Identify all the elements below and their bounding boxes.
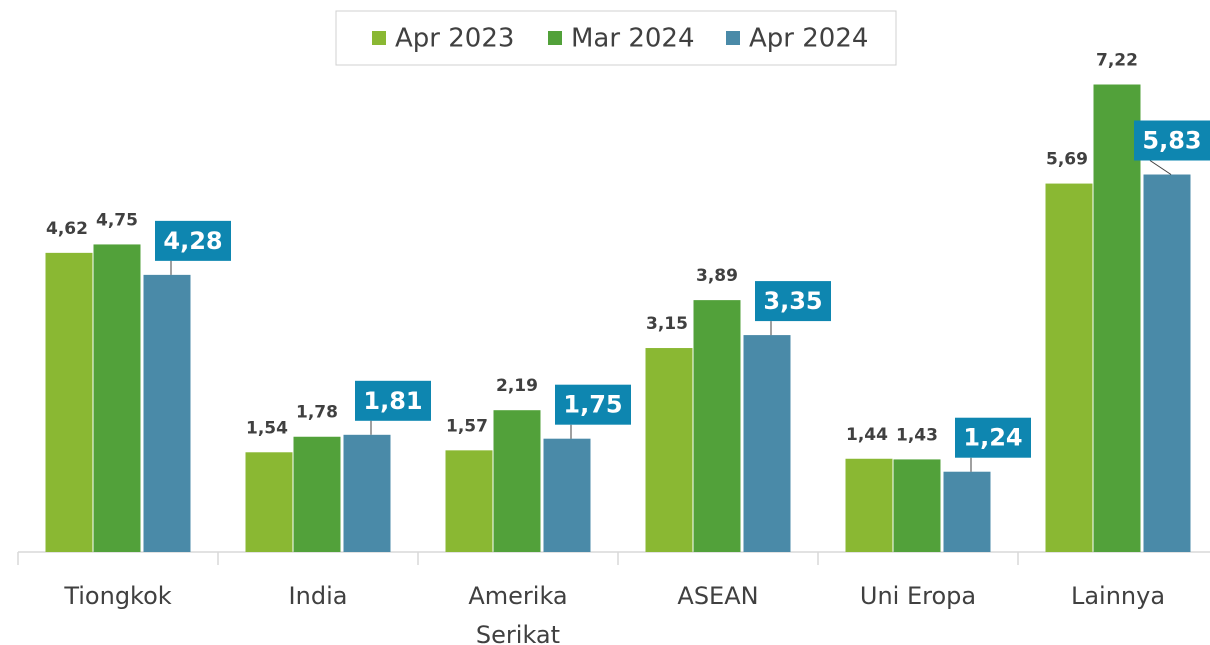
- data-label: 1,54: [246, 418, 288, 438]
- data-label: 1,75: [563, 391, 622, 419]
- legend-swatch: [372, 31, 386, 45]
- data-label: 4,62: [46, 219, 88, 239]
- leader-line: [1149, 160, 1172, 175]
- bar: [445, 450, 493, 552]
- data-label: 1,78: [296, 403, 338, 423]
- data-label-box: [755, 281, 831, 322]
- x-tick-label: ASEAN: [677, 582, 758, 610]
- bar: [743, 335, 791, 552]
- data-label-box: [155, 220, 231, 261]
- bar: [293, 436, 341, 552]
- data-label-box: [555, 384, 631, 425]
- data-label: 5,83: [1142, 127, 1201, 155]
- legend-swatch: [726, 31, 740, 45]
- bar: [93, 244, 141, 552]
- legend-label: Apr 2023: [395, 24, 514, 54]
- x-tick-label: Amerika Serikat: [468, 582, 567, 645]
- data-label: 1,57: [446, 416, 488, 436]
- bar: [943, 471, 991, 552]
- data-label: 3,89: [696, 266, 738, 286]
- bar: [645, 348, 693, 552]
- legend-swatch: [548, 31, 562, 45]
- data-label: 1,81: [363, 387, 422, 415]
- bar: [845, 458, 893, 552]
- bar: [493, 410, 541, 552]
- data-label-box: [355, 380, 431, 421]
- bar: [45, 252, 93, 553]
- data-label: 1,43: [896, 425, 938, 445]
- x-tick-label: Lainnya: [1071, 582, 1165, 610]
- x-tick-label: India: [289, 582, 348, 610]
- data-label: 4,75: [96, 210, 138, 230]
- data-label: 5,69: [1046, 150, 1088, 170]
- data-label: 1,24: [963, 424, 1022, 452]
- data-label: 1,44: [846, 425, 888, 445]
- bar: [245, 452, 293, 552]
- bar: [343, 434, 391, 552]
- data-label: 4,28: [163, 227, 222, 255]
- data-label-box: [955, 417, 1031, 458]
- bar: [1143, 174, 1191, 552]
- data-label: 3,15: [646, 314, 688, 334]
- legend-label: Mar 2024: [571, 24, 695, 54]
- bar: [693, 300, 741, 552]
- legend-label: Apr 2024: [749, 24, 868, 54]
- data-label: 3,35: [763, 287, 822, 315]
- bar: [1093, 84, 1141, 552]
- bar: [543, 438, 591, 552]
- bar: [143, 274, 191, 552]
- data-label: 7,22: [1096, 51, 1138, 71]
- legend-box: [335, 10, 897, 66]
- x-tick-label: Tiongkok: [63, 582, 171, 610]
- data-label: 2,19: [496, 376, 538, 396]
- data-label-box: [1134, 120, 1210, 161]
- bar: [893, 459, 941, 552]
- x-tick-label: Uni Eropa: [860, 582, 976, 610]
- bar: [1045, 183, 1093, 552]
